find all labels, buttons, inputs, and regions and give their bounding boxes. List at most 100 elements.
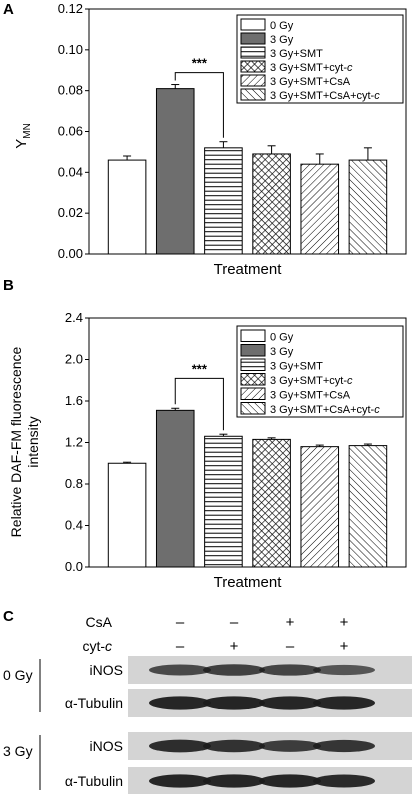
treatment-sign: –	[286, 638, 295, 655]
band-label: α-Tubulin	[65, 773, 123, 789]
treatment-sign: –	[230, 614, 239, 631]
y-axis-label-subscript: MN	[22, 123, 33, 139]
legend-swatch	[240, 18, 266, 31]
y-tick-label: 0.02	[58, 205, 83, 220]
y-axis-label-text: Y	[13, 139, 30, 149]
legend-entry: 3 Gy+SMT+cyt-c	[270, 62, 353, 74]
legend-entry: 0 Gy	[270, 332, 294, 344]
band-label: α-Tubulin	[65, 695, 123, 711]
legend-entry: 3 Gy+SMT	[270, 361, 323, 373]
treatment-sign: –	[176, 614, 185, 631]
y-tick-label: 2.0	[65, 352, 83, 367]
western-blot: CsA – – + + cyt-c – + – +0 Gy iNOS α-Tubulin 3 Gy iNO…	[3, 614, 412, 794]
protein-band	[313, 774, 375, 788]
y-tick-label: 0.06	[58, 124, 83, 139]
legend-entry: 3 Gy+SMT+CsA+cyt-c	[270, 404, 380, 416]
legend-swatch	[240, 329, 266, 342]
bar	[155, 88, 195, 255]
y-tick-label: 0.04	[58, 164, 83, 179]
bar	[300, 446, 340, 568]
legend-entry: 3 Gy+SMT+CsA	[270, 76, 351, 88]
band-label: iNOS	[90, 738, 123, 754]
bar	[252, 438, 291, 568]
protein-band	[313, 739, 375, 753]
y-tick-label: 0.00	[58, 246, 83, 261]
treatment-sign: +	[230, 638, 239, 655]
significance-bracket	[174, 377, 224, 431]
protein-band	[259, 696, 321, 710]
legend-entry: 3 Gy+SMT	[270, 48, 323, 60]
legend-swatch	[240, 74, 266, 87]
legend-swatch	[240, 387, 266, 400]
bar	[204, 147, 243, 255]
legend-swatch	[240, 344, 266, 357]
protein-band	[149, 739, 211, 753]
protein-band	[203, 696, 265, 710]
chart-a: 0.00 0.02 0.04 0.06 0.08 0.10 0.12 *** Treatment…	[13, 1, 407, 278]
bar	[252, 153, 291, 255]
bar	[107, 462, 147, 568]
y-tick-label: 0.0	[65, 559, 83, 574]
y-tick-label: 1.2	[65, 435, 83, 450]
y-tick-label: 0.10	[58, 42, 83, 57]
protein-band	[313, 696, 375, 710]
y-axis-label-line2: intensity	[25, 416, 41, 467]
dose-group-label: 0 Gy	[3, 667, 33, 683]
x-axis-label: Treatment	[214, 574, 283, 591]
y-axis-label-line1: Relative DAF-FM fluorescence	[8, 346, 24, 537]
y-tick-label: 2.4	[65, 310, 83, 325]
bar	[107, 159, 147, 255]
legend-swatch	[240, 32, 266, 45]
band-label: iNOS	[90, 662, 123, 678]
y-tick-label: 1.6	[65, 393, 83, 408]
protein-band	[203, 664, 265, 676]
legend-entry-text: 3 Gy+SMT+cyt-	[270, 62, 347, 74]
legend-entry-italic: c	[347, 62, 353, 74]
significance-stars: ***	[192, 361, 208, 376]
bar	[155, 409, 195, 568]
legend-swatch	[240, 60, 266, 73]
protein-band	[203, 739, 265, 753]
legend-entry: 3 Gy	[270, 346, 294, 358]
x-axis-label: Treatment	[214, 261, 283, 278]
treatment-row-label-italic: c	[105, 638, 112, 654]
legend-swatch	[240, 358, 266, 371]
legend-entry: 3 Gy+SMT+cyt-c	[270, 375, 353, 387]
treatment-row-label: CsA	[86, 614, 113, 630]
panel-label-b: B	[3, 277, 14, 294]
bar	[348, 159, 388, 255]
significance-bracket	[174, 72, 224, 138]
y-tick-label: 0.4	[65, 518, 83, 533]
legend-swatch	[240, 373, 266, 386]
protein-band	[149, 774, 211, 788]
bar	[348, 445, 388, 568]
legend-swatch	[240, 402, 266, 415]
legend-entry-italic: c	[347, 375, 353, 387]
panel-label-a: A	[3, 1, 14, 18]
legend-entry-italic: c	[374, 404, 380, 416]
y-tick-label: 0.8	[65, 476, 83, 491]
significance-stars: ***	[192, 56, 208, 71]
chart-b: 0.0 0.4 0.8 1.2 1.6 2.0 2.4 *** Treatment 0 Gy 3 G…	[8, 310, 407, 591]
legend-entry-text: 3 Gy+SMT+cyt-	[270, 375, 347, 387]
legend-entry: 0 Gy	[270, 20, 294, 32]
protein-band	[149, 696, 211, 710]
legend-entry: 3 Gy+SMT+CsA	[270, 390, 351, 402]
y-tick-label: 0.08	[58, 83, 83, 98]
legend-swatch	[240, 88, 266, 101]
legend-entry-italic: c	[374, 90, 380, 102]
protein-band	[259, 774, 321, 788]
protein-band	[259, 664, 321, 676]
legend-entry-text: 3 Gy+SMT+CsA+cyt-	[270, 90, 375, 102]
treatment-sign: +	[340, 638, 349, 655]
legend-entry-text: 3 Gy+SMT+CsA+cyt-	[270, 404, 375, 416]
treatment-row-label: cyt-c	[82, 638, 112, 654]
treatment-sign: +	[340, 614, 349, 631]
protein-band	[313, 664, 375, 676]
protein-band	[203, 774, 265, 788]
panel-label-c: C	[3, 608, 14, 625]
protein-band	[259, 740, 321, 752]
